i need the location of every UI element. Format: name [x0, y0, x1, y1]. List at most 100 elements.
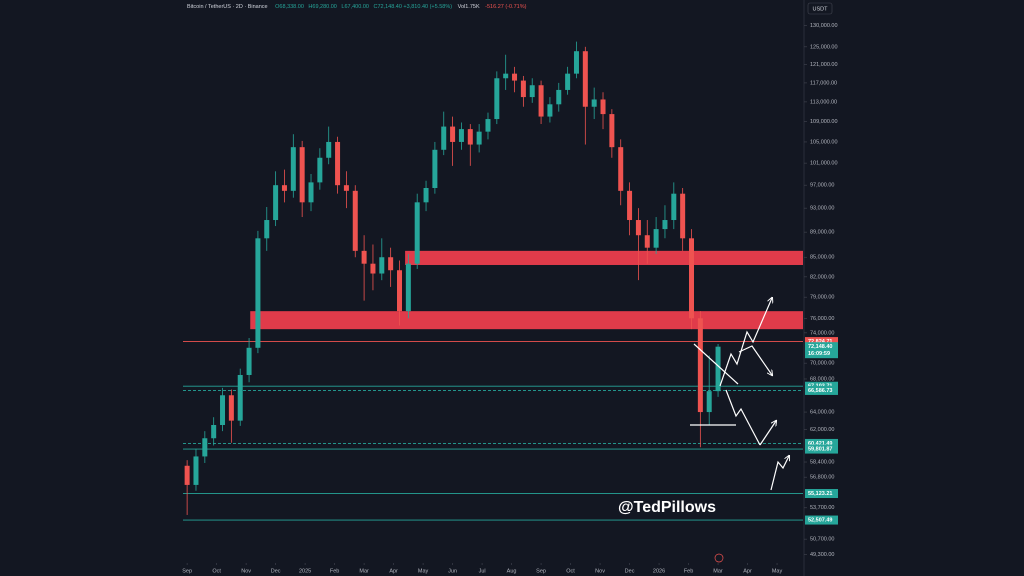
candle-body: [573, 51, 579, 74]
y-tick-label: 93,000.00: [810, 206, 834, 212]
candle-body: [503, 73, 509, 79]
candle-body: [644, 235, 650, 248]
last-price-tag: [805, 342, 838, 359]
projection-arrow: [770, 456, 789, 491]
candle-body: [308, 182, 314, 203]
candle-body: [335, 141, 341, 186]
price-axis: 130,000.00 125,000.00 121,000.00 117,000.00…: [804, 23, 838, 558]
y-tick-label: 76,000.00: [810, 316, 834, 322]
y-tick-label: 117,000.00: [810, 80, 837, 86]
candle-body: [618, 147, 624, 191]
y-tick-label: 50,700.00: [810, 537, 834, 543]
x-tick-label: Oct: [212, 568, 221, 574]
event-marker[interactable]: [714, 553, 724, 563]
candle-body: [600, 99, 606, 115]
candle-body: [281, 185, 287, 191]
candle-body: [450, 126, 456, 142]
candle-body: [423, 188, 429, 203]
candle-body: [512, 73, 518, 81]
header-change: -516.27 (-0.71%): [485, 4, 526, 10]
y-tick-label: 82,000.00: [810, 274, 834, 280]
y-tick-label: 79,000.00: [810, 295, 834, 301]
y-tick-label: 53,700.00: [810, 505, 834, 511]
y-tick-label: 74,000.00: [810, 330, 834, 336]
level-tag: [805, 337, 838, 347]
currency: USDT: [813, 6, 829, 12]
candle-body: [220, 395, 226, 425]
header-open: O68,338.00: [275, 4, 304, 10]
x-tick-label: Oct: [566, 568, 575, 574]
level-tag-label: 72,824.71: [808, 339, 832, 345]
header-close: C72,148.40 +3,810.40 (+5.58%): [373, 4, 452, 10]
candle-body: [476, 131, 482, 145]
candle-body: [370, 263, 376, 274]
candle-body: [352, 190, 358, 251]
candle-body: [680, 193, 686, 239]
candle-body: [547, 104, 553, 117]
x-tick-label: Nov: [595, 568, 605, 574]
y-tick-label: 70,000.00: [810, 361, 834, 367]
x-tick-label: Feb: [684, 568, 693, 574]
x-tick-label: Mar: [359, 568, 369, 574]
level-tag-label: 60,421.49: [808, 441, 832, 447]
candle-body: [379, 257, 385, 274]
header-volume: Vol1.75K: [458, 4, 480, 10]
candle-body: [211, 424, 217, 439]
trend-line: [693, 343, 739, 385]
watermark: @TedPillows: [618, 499, 716, 516]
level-tag-label: 59,801.87: [808, 447, 832, 453]
x-tick-label: Dec: [271, 568, 281, 574]
level-tag-label: 66,586.73: [808, 388, 832, 394]
candle-body: [609, 114, 615, 148]
candle-body: [494, 78, 500, 120]
x-tick-label: Apr: [389, 568, 398, 574]
candle-body: [653, 229, 659, 248]
candle-body: [458, 129, 464, 142]
x-tick-label: 2025: [299, 568, 311, 574]
candle-body: [343, 185, 349, 191]
candle-body: [529, 85, 535, 98]
x-tick-label: May: [772, 568, 783, 574]
zone: [250, 311, 803, 330]
y-tick-label: 64,000.00: [810, 410, 834, 416]
candle-body: [582, 51, 588, 107]
projection-arrow: [759, 421, 776, 446]
candle-body: [202, 438, 208, 457]
candle-body: [538, 85, 544, 117]
y-tick-label: 97,000.00: [810, 183, 834, 189]
projection-arrow: [719, 298, 772, 387]
candle-body: [405, 263, 411, 312]
price-tags: 72,824.7167,103.7166,586.7360,421.4959,8…: [805, 337, 838, 525]
candle-body: [396, 270, 402, 312]
header-high: H69,280.00: [308, 4, 336, 10]
candle-body: [697, 318, 703, 413]
drawings: [690, 298, 789, 491]
y-tick-label: 109,000.00: [810, 119, 838, 125]
x-tick-label: Jul: [479, 568, 486, 574]
y-tick-label: 49,300.00: [810, 552, 834, 558]
candle-body: [485, 119, 491, 132]
candle-body: [565, 73, 571, 90]
candle-body: [264, 220, 270, 239]
y-tick-label: 121,000.00: [810, 62, 838, 68]
header-low: L67,400.00: [341, 4, 369, 10]
y-tick-label: 105,000.00: [810, 139, 838, 145]
candle-body: [246, 347, 252, 375]
currency-box[interactable]: [807, 2, 833, 15]
candle-body: [255, 238, 261, 348]
header-title: Bitcoin / TetherUS · 2D · Binance: [187, 4, 268, 10]
candle-body: [326, 141, 332, 158]
candle-body: [317, 157, 323, 183]
candle-body: [662, 220, 668, 230]
x-tick-label: Mar: [713, 568, 723, 574]
y-tick-label: 85,000.00: [810, 255, 834, 261]
y-tick-label: 130,000.00: [810, 23, 838, 29]
candle-body: [635, 220, 641, 236]
time-axis: Sep Oct Nov Dec 2025 Feb Mar Apr May Jun Jul Aug Sep…: [182, 563, 782, 574]
last-price-label: 72,148.40: [808, 344, 832, 350]
x-tick-label: Sep: [182, 568, 192, 574]
candle-body: [556, 89, 562, 105]
y-tick-label: 113,000.00: [810, 99, 837, 105]
level-tag: [805, 438, 838, 448]
